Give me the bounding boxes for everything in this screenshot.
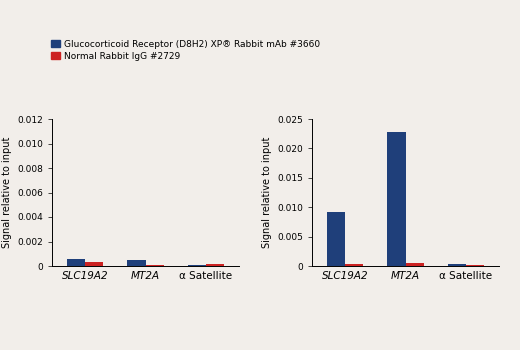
Bar xyxy=(345,264,363,266)
Bar xyxy=(127,260,146,266)
Bar xyxy=(466,265,484,266)
Bar xyxy=(67,259,85,266)
Y-axis label: Signal relative to input: Signal relative to input xyxy=(262,137,271,248)
Y-axis label: Signal relative to input: Signal relative to input xyxy=(2,137,11,248)
Legend: Glucocorticoid Receptor (D8H2) XP® Rabbit mAb #3660, Normal Rabbit IgG #2729: Glucocorticoid Receptor (D8H2) XP® Rabbi… xyxy=(51,40,320,61)
Bar xyxy=(206,264,224,266)
Bar xyxy=(188,265,206,266)
Bar xyxy=(387,132,406,266)
Bar xyxy=(85,262,103,266)
Bar xyxy=(146,265,164,266)
Bar xyxy=(448,264,466,266)
Bar xyxy=(327,212,345,266)
Bar xyxy=(406,263,424,266)
